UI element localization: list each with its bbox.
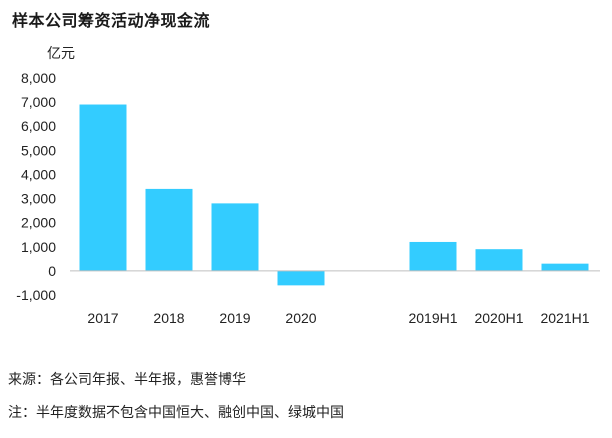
bar-2018	[145, 188, 193, 271]
x-tick-label-2020H1: 2020H1	[474, 310, 523, 326]
footnote: 注：半年度数据不包含中国恒大、融创中国、绿城中国	[8, 405, 344, 421]
y-tick-label: 6,000	[21, 118, 56, 134]
x-tick-label-2019H1: 2019H1	[408, 310, 457, 326]
y-tick-label: 0	[48, 263, 56, 279]
x-tick-label-2017: 2017	[87, 310, 118, 326]
y-tick-label: 1,000	[21, 239, 56, 255]
bar-2020	[277, 270, 325, 286]
x-tick-label-2020: 2020	[285, 310, 316, 326]
x-tick-label-2019: 2019	[219, 310, 250, 326]
bars	[79, 104, 589, 286]
y-tick-label: 3,000	[21, 191, 56, 207]
y-tick-label: 7,000	[21, 94, 56, 110]
bar-2019	[211, 203, 259, 271]
x-tick-label-2018: 2018	[153, 310, 184, 326]
chart-title: 样本公司筹资活动净现金流	[12, 11, 211, 30]
x-axis-labels: 2017 2018 2019 2020 2019H1 2020H1 2021H1	[87, 310, 589, 326]
x-tick-label-2021H1: 2021H1	[540, 310, 589, 326]
y-tick-label: 4,000	[21, 166, 56, 182]
y-tick-label: -1,000	[16, 287, 56, 303]
bar-2020H1	[475, 249, 523, 271]
y-tick-label: 8,000	[21, 70, 56, 86]
bar-2017	[79, 104, 127, 271]
y-axis-unit-label: 亿元	[47, 46, 75, 62]
bar-2021H1	[541, 263, 589, 271]
bar-2019H1	[409, 241, 457, 271]
y-axis-ticks: 8,000 7,000 6,000 5,000 4,000 3,000 2,000 1,000…	[16, 70, 56, 303]
source-note: 来源：各公司年报、半年报，惠誉博华	[8, 372, 246, 388]
y-tick-label: 5,000	[21, 142, 56, 158]
y-tick-label: 2,000	[21, 215, 56, 231]
